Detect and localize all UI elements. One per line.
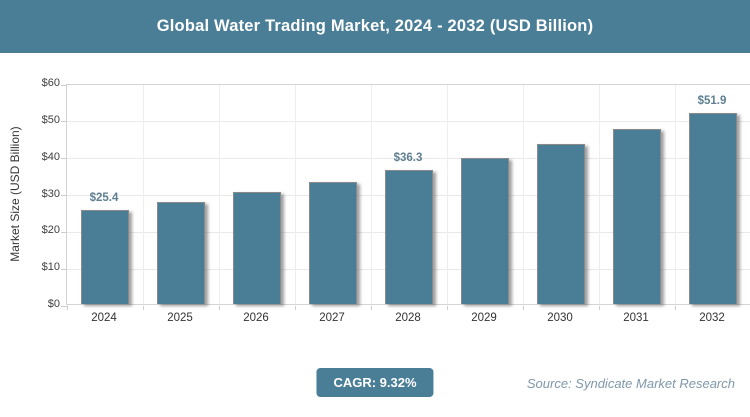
bar-2031 [613,129,661,304]
y-tick-label: $40 [41,150,60,163]
x-axis-tick [66,306,68,310]
x-axis-label-2028: 2028 [395,312,421,324]
y-tick-label: $0 [47,298,60,310]
x-axis-label-2026: 2026 [243,312,269,324]
y-tick-label: $50 [41,113,60,126]
h-gridline [67,121,750,123]
x-axis-label-2025: 2025 [167,312,193,324]
x-axis-label-2027: 2027 [319,312,345,324]
x-axis-tick [522,306,524,310]
bar-2032 [689,112,737,304]
x-axis-label-2030: 2030 [547,312,573,324]
y-axis-tick [61,231,67,233]
h-gridline [67,158,750,160]
x-axis-label-2032: 2032 [699,312,725,324]
source-note: Source: Syndicate Market Research [526,376,735,391]
bar-2027 [309,181,357,304]
bar-2030 [537,144,585,304]
v-gridline [674,85,676,304]
v-gridline [142,85,144,304]
bar-value-label: $25.4 [89,192,119,205]
chart-title-banner: Global Water Trading Market, 2024 - 2032… [0,0,750,53]
x-axis-tick [218,306,220,310]
y-axis-tick [61,195,67,196]
v-gridline [294,85,296,304]
v-gridline [446,85,448,304]
x-axis-tick [370,306,372,310]
y-axis-tick [61,121,67,123]
plot-area [61,84,750,310]
v-gridline [218,85,220,304]
x-axis-tick [674,306,676,310]
bar-2029 [461,157,509,304]
bar-2025 [157,201,205,304]
y-tick-label: $10 [41,261,60,274]
v-gridline [598,85,600,304]
chart-title: Global Water Trading Market, 2024 - 2032… [156,17,594,35]
y-tick-label: $60 [41,77,60,89]
bar-2028 [385,170,433,304]
cagr-badge: CAGR: 9.32% [316,368,434,397]
y-axis-tick [61,158,67,160]
x-axis-tick [142,306,144,310]
x-axis-label-2024: 2024 [91,312,117,324]
y-tick-label: $30 [41,187,60,200]
x-axis-tick [294,306,296,310]
bar-value-label: $36.3 [393,152,423,165]
y-axis-tick [61,305,67,307]
bar-value-label: $51.9 [697,94,727,107]
y-axis-tick [61,268,67,270]
x-axis-tick [598,306,600,310]
bar-2024 [81,210,129,304]
v-gridline [522,85,524,304]
v-gridline [370,85,372,304]
x-axis-tick [446,306,448,310]
x-axis-label-2031: 2031 [623,312,649,324]
y-axis-tick [61,84,67,86]
y-tick-label: $20 [41,224,60,237]
x-axis-label-2029: 2029 [471,312,497,324]
bar-2026 [233,192,281,304]
